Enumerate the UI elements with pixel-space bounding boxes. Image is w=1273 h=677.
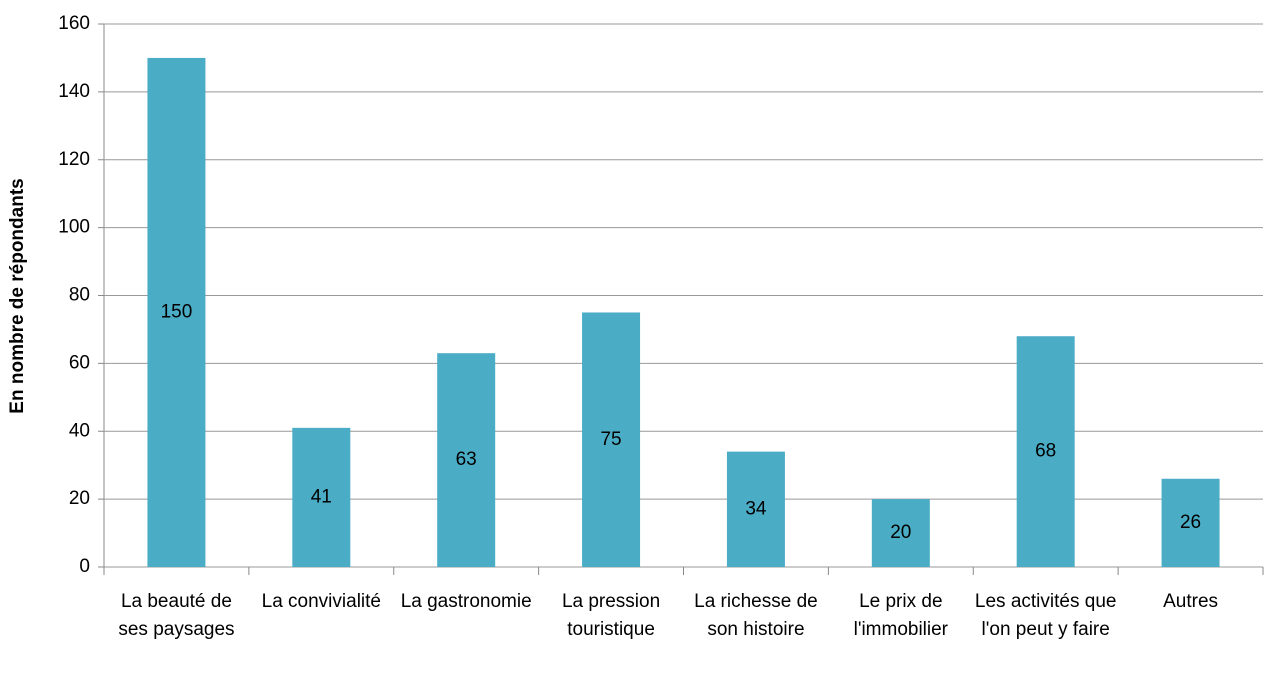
y-tick-label: 120: [58, 149, 90, 170]
y-tick-label: 100: [58, 217, 90, 238]
value-label: 20: [890, 522, 911, 543]
x-tick-label: Les activités que l'on peut y faire: [974, 591, 1117, 640]
value-label: 63: [456, 449, 477, 470]
bar: [871, 499, 930, 567]
value-label: 34: [745, 498, 767, 519]
value-label: 26: [1180, 512, 1201, 533]
bar: [147, 57, 206, 567]
y-tick-label: 140: [58, 81, 90, 102]
value-label: 75: [600, 429, 621, 450]
value-label: 150: [161, 301, 193, 322]
y-tick-label: 160: [58, 13, 90, 34]
bar: [1161, 478, 1220, 567]
x-tick-label: Le prix de l'immobilier: [853, 591, 949, 640]
y-tick-label: 0: [79, 556, 90, 577]
bar: [726, 451, 785, 567]
value-label: 41: [311, 486, 332, 507]
y-axis-title: En nombre de répondants: [7, 178, 28, 413]
bar: [292, 427, 351, 567]
x-tick-label: La pression touristique: [561, 591, 661, 640]
x-tick-label: La richesse de son histoire: [694, 591, 818, 640]
x-tick-label: Autres: [1163, 591, 1219, 612]
y-tick-label: 60: [69, 352, 90, 373]
value-label: 68: [1035, 441, 1056, 462]
x-tick-label: La convivialité: [261, 591, 381, 612]
bar: [437, 353, 496, 567]
bar: [1016, 336, 1075, 567]
y-tick-label: 80: [69, 285, 90, 306]
x-tick-label: La beauté de ses paysages: [118, 591, 235, 640]
y-tick-label: 20: [69, 488, 90, 509]
y-tick-label: 40: [69, 420, 90, 441]
x-tick-label: La gastronomie: [400, 591, 532, 612]
bar: [582, 312, 641, 567]
